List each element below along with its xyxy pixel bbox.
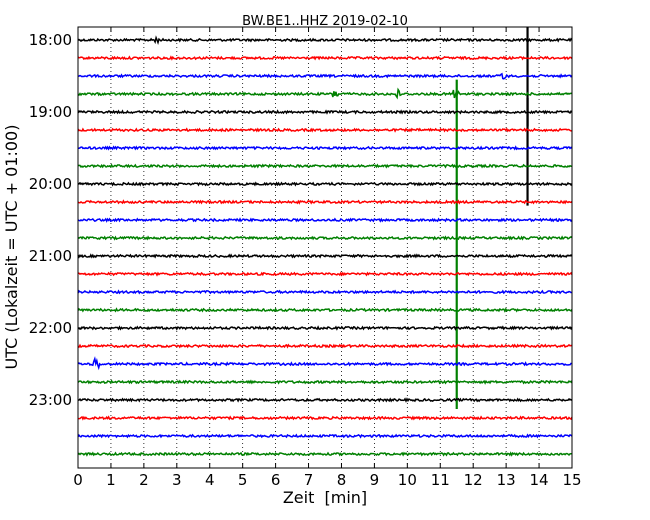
trace-line bbox=[77, 397, 573, 403]
vertical-grid bbox=[110, 27, 540, 468]
trace-line bbox=[77, 433, 573, 439]
trace-line bbox=[77, 253, 573, 259]
trace-line bbox=[77, 109, 573, 115]
x-tick-label: 8 bbox=[337, 471, 347, 489]
trace-line bbox=[77, 87, 573, 100]
y-tick-label: 21:00 bbox=[29, 247, 72, 265]
plot-frame bbox=[77, 26, 573, 469]
trace-line bbox=[77, 379, 573, 385]
y-tick-label: 23:00 bbox=[29, 391, 72, 409]
y-tick-label: 22:00 bbox=[29, 319, 72, 337]
x-tick-label: 11 bbox=[431, 471, 450, 489]
trace-line bbox=[77, 163, 573, 169]
chart-title: BW.BE1..HHZ 2019-02-10 bbox=[242, 14, 408, 29]
trace-line bbox=[78, 415, 573, 421]
x-tick-label: 14 bbox=[530, 471, 549, 489]
y-tick-label: 18:00 bbox=[29, 31, 72, 49]
trace-line bbox=[77, 307, 573, 313]
y-axis-label: UTC (Lokalzeit = UTC + 01:00) bbox=[2, 125, 21, 370]
y-tick-label: 20:00 bbox=[29, 175, 72, 193]
x-axis-ticks: 0 1 2 3 4 5 6 7 8 9 10 11 12 13 14 15 bbox=[73, 27, 582, 489]
x-tick-label: 4 bbox=[205, 471, 215, 489]
trace-line bbox=[77, 356, 573, 371]
trace-line bbox=[77, 145, 573, 151]
trace-line bbox=[77, 199, 573, 205]
x-tick-label: 13 bbox=[497, 471, 516, 489]
y-tick-label: 19:00 bbox=[29, 103, 72, 121]
trace-line bbox=[77, 55, 573, 61]
x-tick-label: 9 bbox=[370, 471, 380, 489]
x-tick-label: 1 bbox=[106, 471, 116, 489]
x-tick-label: 5 bbox=[238, 471, 248, 489]
trace-line bbox=[77, 343, 573, 349]
event-spikes bbox=[455, 27, 529, 409]
x-tick-label: 3 bbox=[172, 471, 182, 489]
trace-line bbox=[77, 35, 573, 46]
trace-line bbox=[77, 235, 573, 241]
x-tick-label: 15 bbox=[562, 471, 581, 489]
x-tick-label: 7 bbox=[304, 471, 314, 489]
x-axis-label: Zeit [min] bbox=[283, 488, 367, 507]
x-tick-label: 2 bbox=[139, 471, 149, 489]
x-tick-label: 0 bbox=[73, 471, 83, 489]
trace-line bbox=[77, 181, 573, 187]
trace-line bbox=[77, 325, 573, 331]
trace-line bbox=[77, 451, 573, 457]
x-tick-label: 12 bbox=[464, 471, 483, 489]
x-tick-label: 10 bbox=[398, 471, 417, 489]
trace-line bbox=[77, 271, 573, 277]
seismic-traces bbox=[77, 27, 573, 457]
y-axis-ticks: 18:00 19:00 20:00 21:00 22:00 23:00 bbox=[29, 31, 572, 409]
trace-line bbox=[78, 72, 573, 80]
trace-line bbox=[77, 217, 573, 223]
trace-line bbox=[77, 127, 572, 133]
trace-line bbox=[77, 289, 573, 295]
x-tick-label: 6 bbox=[271, 471, 281, 489]
